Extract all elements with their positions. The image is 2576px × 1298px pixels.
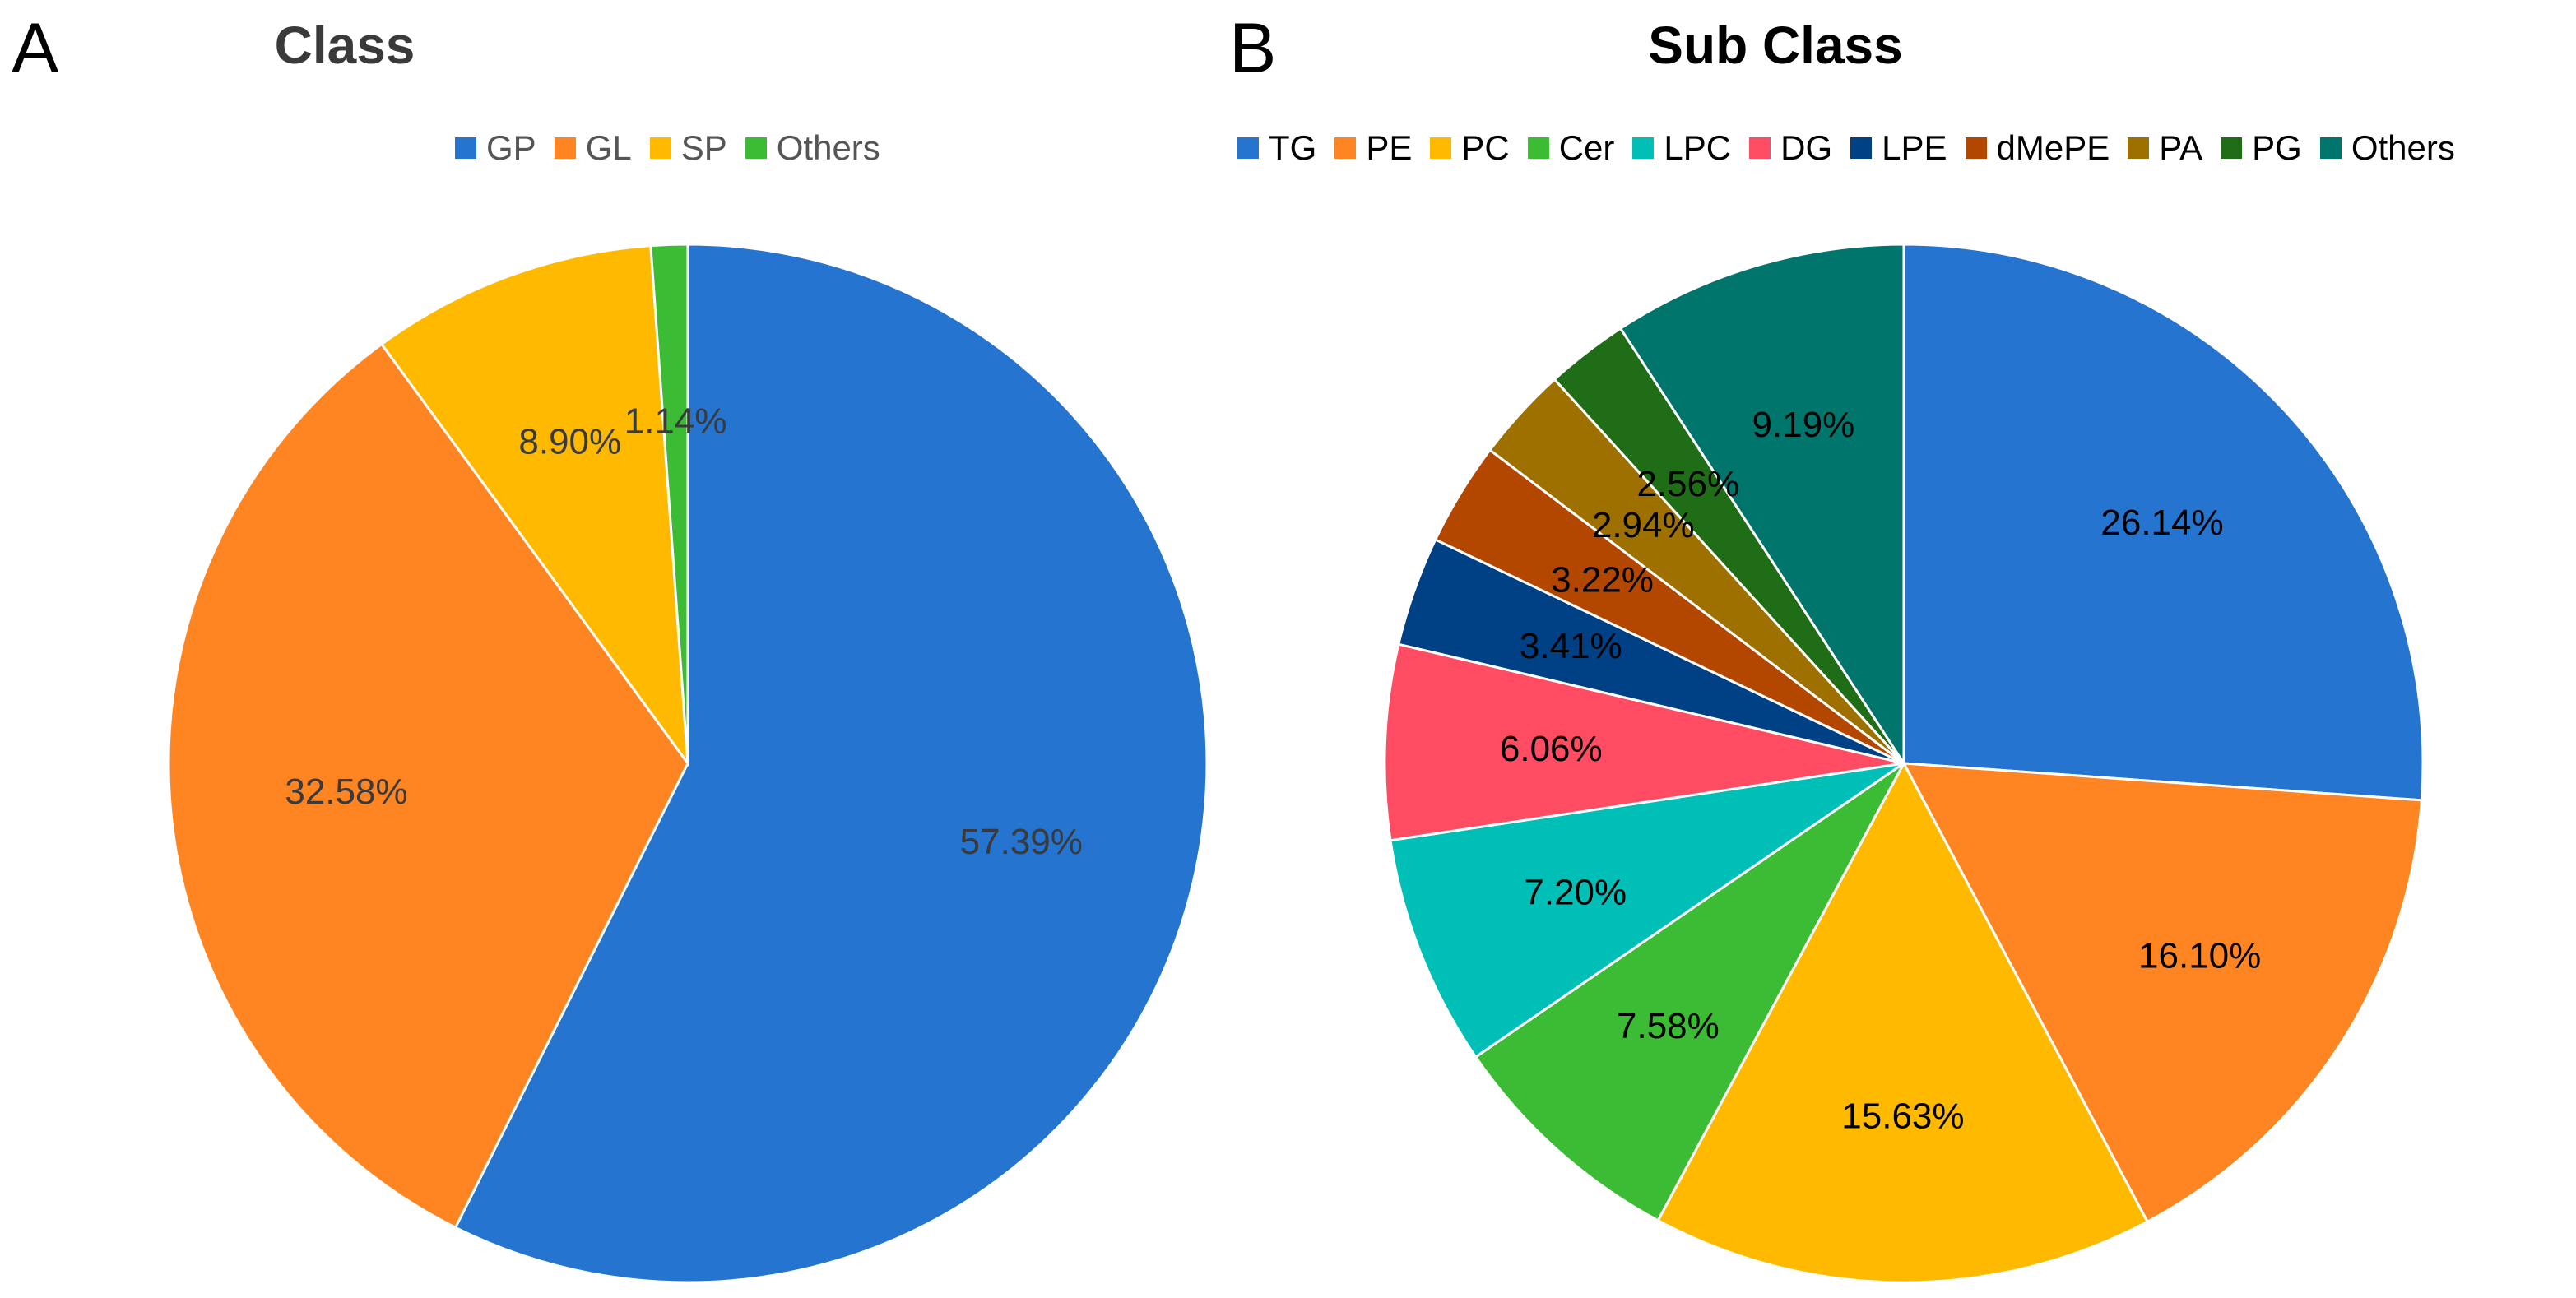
slice-label-others: 9.19% [1752, 405, 1854, 445]
pie-slice-gl [167, 342, 689, 1230]
legend-label: SP [680, 128, 727, 167]
pie-slice-tg [1902, 243, 2425, 802]
legend-swatch [1632, 137, 1655, 159]
legend-item-pe: PE [1334, 128, 1412, 168]
slice-label-pa: 2.94% [1592, 505, 1695, 545]
slice-label-pc: 15.63% [1841, 1096, 1964, 1137]
slice-label-cer: 7.58% [1617, 1006, 1720, 1046]
pie-slice-others [1618, 243, 1905, 768]
pie-slice-pc [1656, 760, 2150, 1284]
legend-swatch [1334, 137, 1357, 159]
legend-label: PC [1461, 128, 1510, 167]
legend-label: Others [776, 128, 880, 167]
legend-swatch [1965, 137, 1987, 159]
legend-label: TG [1269, 128, 1317, 167]
slice-label-lpe: 3.41% [1520, 626, 1622, 666]
legend-item-gp: GP [455, 128, 536, 168]
pie-slice-pe [1901, 762, 2424, 1224]
legend-item-others: Others [2319, 128, 2455, 168]
legend-swatch [2221, 137, 2243, 159]
legend-label: PG [2252, 128, 2302, 167]
slice-label-sp: 8.90% [518, 421, 621, 461]
legend-item-pc: PC [1430, 128, 1510, 168]
legend-label: Others [2351, 128, 2455, 167]
legend-item-pg: PG [2221, 128, 2302, 168]
pie-slice-dg [1383, 642, 1905, 842]
panel-letter-b: B [1229, 9, 1277, 88]
pie-slice-sp [379, 244, 689, 768]
legend-label: dMePE [1996, 128, 2110, 167]
legend-item-dg: DG [1749, 128, 1832, 168]
legend-swatch [2319, 137, 2342, 159]
legend-item-pa: PA [2128, 128, 2202, 168]
pie-chart-class: 57.39% 32.58% 8.90%1.14% [167, 243, 1209, 1284]
slice-label-lpc: 7.20% [1524, 873, 1627, 913]
panel-b: B Sub Class TG PE PC Cer LPC DG LPE dMePE PA PG Ot… [1218, 0, 2576, 1298]
legend-swatch [1237, 137, 1259, 159]
legend-item-tg: TG [1237, 128, 1316, 168]
slice-label-dmepe: 3.22% [1551, 559, 1654, 600]
legend-label: Cer [1558, 128, 1615, 167]
pie-slice-others [649, 243, 689, 764]
legend-item-others: Others [745, 128, 880, 168]
pie-slice-gp [453, 243, 1209, 1284]
slice-label-dg: 6.06% [1500, 729, 1603, 769]
legend-swatch [2128, 137, 2150, 159]
legend-item-cer: Cer [1527, 128, 1615, 168]
slice-label-pg: 2.56% [1636, 464, 1739, 504]
pie-slice-lpc [1389, 762, 1905, 1059]
legend-sub-class: TG PE PC Cer LPC DG LPE dMePE PA PG Others [1237, 128, 2473, 168]
slice-label-gl: 32.58% [285, 772, 407, 812]
legend-swatch [1850, 137, 1873, 159]
chart-title-sub-class: Sub Class [1648, 16, 1903, 75]
legend-label: PE [1366, 128, 1413, 167]
legend-class: GP GL SP Others [455, 128, 898, 168]
slice-label-pe: 16.10% [2138, 935, 2261, 976]
panel-a: A Class GP GL SP Others 57.39% 32.58% 8.90% 1.… [0, 0, 1218, 1298]
legend-item-dmepe: dMePE [1965, 128, 2110, 168]
legend-swatch [1430, 137, 1452, 159]
pie-chart-sub-class: 26.14% 16.10% 15.63% 7.58% 7.20% 6.06% 3.41% 3.… [1383, 243, 2425, 1284]
legend-label: DG [1780, 128, 1833, 167]
slice-label-tg: 26.14% [2100, 503, 2223, 543]
legend-swatch [455, 137, 476, 159]
legend-item-lpc: LPC [1632, 128, 1731, 168]
pie-slice-cer [1474, 762, 1905, 1222]
slice-label-others: 1.14% [624, 401, 727, 441]
legend-item-gl: GL [554, 128, 632, 168]
legend-label: PA [2159, 128, 2203, 167]
legend-swatch [1527, 137, 1549, 159]
legend-swatch [745, 137, 767, 159]
legend-item-lpe: LPE [1850, 128, 1947, 168]
chart-title-class: Class [274, 16, 415, 75]
legend-label: LPE [1882, 128, 1947, 167]
legend-swatch [1749, 137, 1771, 159]
slice-label-gp: 57.39% [960, 822, 1083, 862]
legend-swatch [649, 137, 671, 159]
legend-label: GL [585, 128, 632, 167]
legend-label: GP [486, 128, 536, 167]
legend-item-sp: SP [649, 128, 727, 168]
legend-label: LPC [1664, 128, 1732, 167]
legend-swatch [554, 137, 576, 159]
panel-letter-a: A [12, 9, 59, 88]
